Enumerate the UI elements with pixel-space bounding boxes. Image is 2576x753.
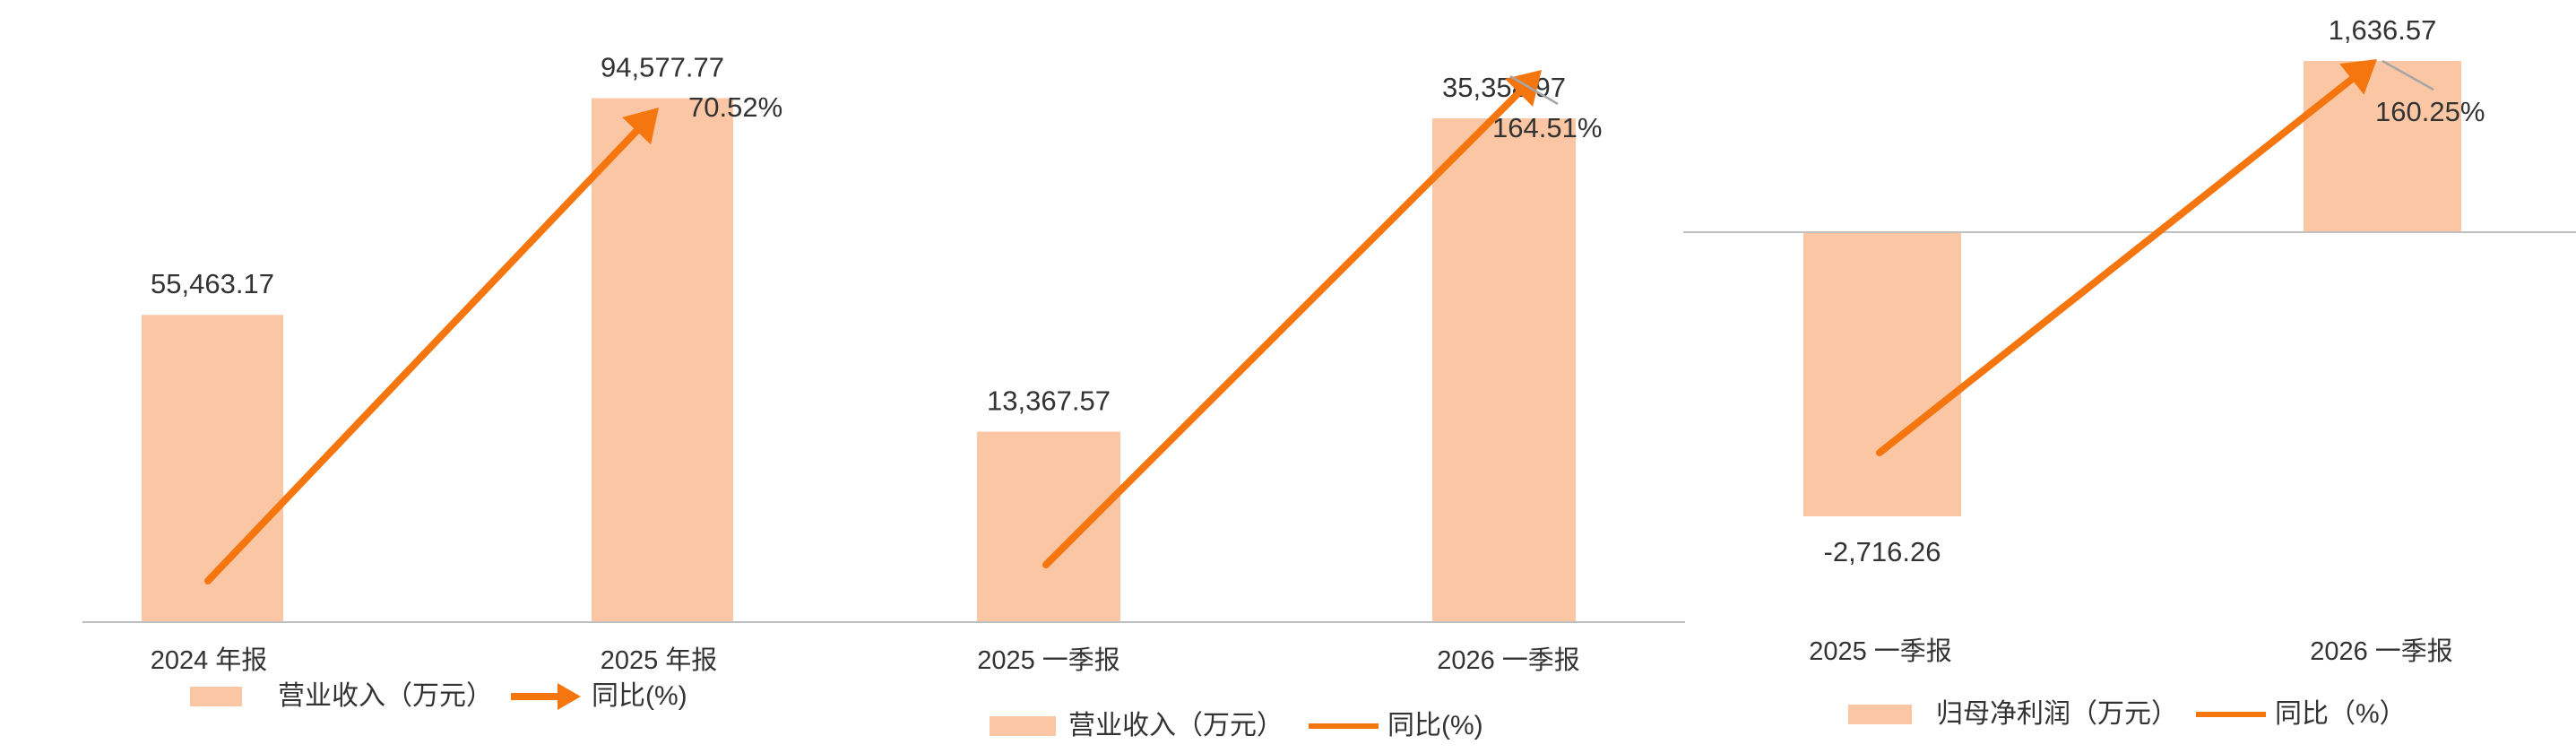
growth-leader-line bbox=[1509, 74, 1559, 106]
legend-line-label: 同比(%) bbox=[592, 681, 687, 711]
category-label: 2026 一季报 bbox=[1437, 645, 1580, 675]
bar-1 bbox=[977, 431, 1120, 622]
chart-panel-3: -2,716.26 1,636.57 2025 一季报 2026 一季报 160.25%… bbox=[1683, 14, 2576, 729]
growth-arrow-line bbox=[1042, 89, 1523, 568]
legend: 营业收入（万元） 同比(%) bbox=[990, 711, 1483, 740]
legend-bar-label: 归母净利润（万元） bbox=[1936, 699, 2178, 729]
growth-rate-label: 160.25% bbox=[2375, 96, 2485, 127]
bar-value-label: 13,367.57 bbox=[987, 385, 1111, 417]
chart-panel-1: 55,463.17 94,577.77 2024 年报 2025 年报 70.52% 营业… bbox=[82, 52, 941, 711]
bar-2 bbox=[2304, 61, 2461, 232]
bar-1 bbox=[142, 315, 283, 622]
category-label: 2025 一季报 bbox=[1809, 636, 1952, 666]
legend-line-label: 同比(%) bbox=[1387, 711, 1483, 740]
growth-arrow-line bbox=[204, 127, 641, 584]
bar-value-label: 1,636.57 bbox=[2329, 14, 2437, 46]
category-label: 2024 年报 bbox=[151, 645, 268, 675]
category-label: 2025 一季报 bbox=[977, 645, 1120, 675]
growth-arrow-line bbox=[1876, 75, 2356, 456]
legend-line-label: 同比（%） bbox=[2275, 699, 2407, 729]
growth-arrow-head bbox=[2339, 59, 2377, 95]
bar-1 bbox=[1803, 232, 1961, 517]
growth-rate-label: 164.51% bbox=[1492, 112, 1602, 143]
legend-bar-swatch bbox=[990, 716, 1056, 736]
legend-bar-swatch bbox=[1848, 705, 1912, 724]
legend: 营业收入（万元） 同比(%) bbox=[190, 681, 687, 711]
growth-rate-label: 70.52% bbox=[688, 91, 782, 123]
growth-leader-line bbox=[2382, 59, 2434, 91]
category-label: 2025 年报 bbox=[601, 645, 718, 675]
legend-bar-label: 营业收入（万元） bbox=[278, 681, 493, 711]
bar-value-label: 94,577.77 bbox=[601, 52, 724, 83]
legend-bar-swatch bbox=[190, 687, 242, 706]
growth-arrow-head bbox=[622, 108, 659, 145]
legend-bar-label: 营业收入（万元） bbox=[1068, 711, 1284, 740]
bar-2 bbox=[1432, 118, 1576, 623]
bar-value-label: -2,716.26 bbox=[1824, 536, 1941, 567]
bar-2 bbox=[592, 98, 733, 622]
legend-arrow-head bbox=[558, 683, 581, 710]
legend: 归母净利润（万元） 同比（%） bbox=[1848, 699, 2407, 729]
category-label: 2026 一季报 bbox=[2310, 636, 2453, 666]
bar-value-label: 55,463.17 bbox=[151, 268, 274, 299]
